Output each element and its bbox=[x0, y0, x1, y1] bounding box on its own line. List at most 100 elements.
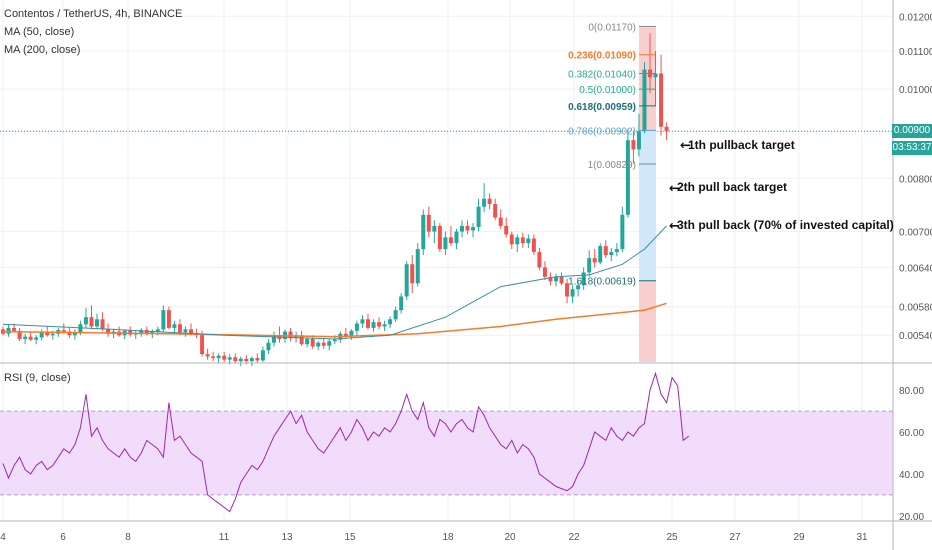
candle-body bbox=[421, 214, 426, 250]
candle-body bbox=[271, 335, 276, 343]
x-tick-label: 20 bbox=[504, 532, 516, 543]
x-tick-label: 27 bbox=[729, 532, 741, 543]
candle-body bbox=[459, 225, 464, 232]
candle-body bbox=[106, 329, 111, 334]
x-tick-label: 15 bbox=[344, 532, 356, 543]
candle-body bbox=[39, 331, 44, 338]
rsi-line bbox=[2, 371, 690, 513]
candle-body bbox=[23, 336, 28, 339]
candle-body bbox=[244, 358, 249, 362]
candle-body bbox=[45, 331, 50, 336]
candlestick-series bbox=[1, 33, 669, 366]
candle-body bbox=[1, 329, 5, 334]
candle-body bbox=[465, 225, 470, 231]
candle-body bbox=[222, 355, 227, 360]
candle-body bbox=[61, 330, 66, 332]
ma200-legend: MA (200, close) bbox=[4, 44, 81, 56]
candle-body bbox=[565, 283, 570, 297]
x-tick-label: 11 bbox=[219, 532, 230, 543]
candle-body bbox=[238, 358, 243, 362]
candle-body bbox=[471, 227, 476, 231]
candle-body bbox=[399, 296, 404, 311]
candle-body bbox=[249, 358, 254, 362]
candle-body bbox=[316, 342, 321, 347]
candle-body bbox=[177, 324, 182, 333]
symbol-title: Contentos / TetherUS, 4h, BINANCE bbox=[4, 8, 183, 20]
fibonacci-labels: 0(0.01170) 0.236(0.01090) 0.382(0.01040) 0.… bbox=[568, 22, 656, 288]
candle-body bbox=[664, 126, 669, 132]
y-tick-label: 0.00540 bbox=[899, 331, 932, 342]
candle-body bbox=[28, 336, 33, 340]
candle-body bbox=[443, 237, 448, 250]
candle-body bbox=[426, 214, 431, 232]
fib-level-label: 0.618(0.00959) bbox=[568, 102, 636, 113]
rsi-pane bbox=[0, 371, 893, 513]
y-tick-label: 0.00700 bbox=[899, 228, 932, 239]
candle-body bbox=[504, 225, 509, 235]
fib-zone-upper bbox=[639, 26, 656, 131]
candle-body bbox=[432, 225, 437, 232]
candle-body bbox=[614, 249, 619, 253]
candle-body bbox=[327, 341, 332, 346]
candle-body bbox=[515, 237, 520, 245]
candle-body bbox=[83, 317, 88, 325]
candle-body bbox=[454, 231, 459, 244]
candle-body bbox=[50, 333, 55, 336]
candle-body bbox=[448, 237, 453, 244]
candle-body bbox=[172, 324, 177, 328]
candle-body bbox=[144, 330, 149, 334]
candle-body bbox=[559, 276, 564, 284]
candle-body bbox=[6, 327, 11, 334]
x-tick-label: 31 bbox=[856, 532, 868, 543]
left-arrow-icon: ← bbox=[669, 181, 680, 196]
x-tick-label: 29 bbox=[793, 532, 805, 543]
candle-body bbox=[67, 331, 72, 336]
candle-body bbox=[548, 276, 553, 282]
candle-body bbox=[183, 329, 188, 333]
candle-body bbox=[266, 342, 271, 351]
ma50-legend: MA (50, close) bbox=[4, 26, 75, 38]
moving-average-lines bbox=[2, 225, 667, 340]
candle-body bbox=[382, 324, 387, 327]
fib-level-label: 0.382(0.01040) bbox=[568, 69, 636, 80]
candle-body bbox=[89, 317, 94, 327]
candle-body bbox=[150, 331, 155, 334]
countdown-tag: 03:53:37 bbox=[892, 141, 932, 156]
candle-body bbox=[227, 357, 232, 360]
candle-body bbox=[537, 252, 542, 268]
candle-body bbox=[404, 264, 409, 297]
x-tick-label: 4 bbox=[0, 532, 6, 543]
fib-level-label: 0(0.01170) bbox=[588, 22, 636, 33]
x-tick-label: 25 bbox=[666, 532, 678, 543]
candle-body bbox=[625, 140, 630, 215]
candle-body bbox=[581, 272, 586, 286]
fib-level-label: 1.618(0.00619) bbox=[568, 277, 636, 288]
candle-body bbox=[288, 331, 293, 339]
fib-level-label: 1(0.00829) bbox=[588, 160, 636, 171]
y-tick-label: 0.01200 bbox=[899, 12, 932, 23]
candle-body bbox=[17, 330, 22, 339]
candle-body bbox=[531, 238, 536, 253]
candle-body bbox=[636, 131, 641, 150]
candle-body bbox=[343, 333, 348, 337]
candle-body bbox=[310, 338, 315, 347]
left-arrow-icon: ← bbox=[680, 139, 691, 154]
rsi-tick-label: 20.00 bbox=[899, 512, 924, 523]
x-tick-label: 22 bbox=[568, 532, 580, 543]
candle-body bbox=[598, 246, 603, 263]
candle-body bbox=[216, 355, 221, 359]
annotation-1th-pullback: 1th pullback target bbox=[688, 137, 795, 152]
candle-body bbox=[603, 246, 608, 256]
candle-body bbox=[587, 258, 592, 273]
left-arrow-icon: ← bbox=[669, 219, 680, 234]
candle-body bbox=[365, 319, 370, 328]
candle-body bbox=[155, 329, 160, 332]
current-price-tag: 0.00900 bbox=[892, 124, 932, 139]
candle-body bbox=[305, 338, 310, 345]
annotation-3th-pullback: 3th pull back (70% of invested capital) bbox=[677, 217, 894, 232]
candle-body bbox=[642, 69, 647, 132]
candle-body bbox=[189, 329, 194, 334]
candle-body bbox=[631, 140, 636, 150]
